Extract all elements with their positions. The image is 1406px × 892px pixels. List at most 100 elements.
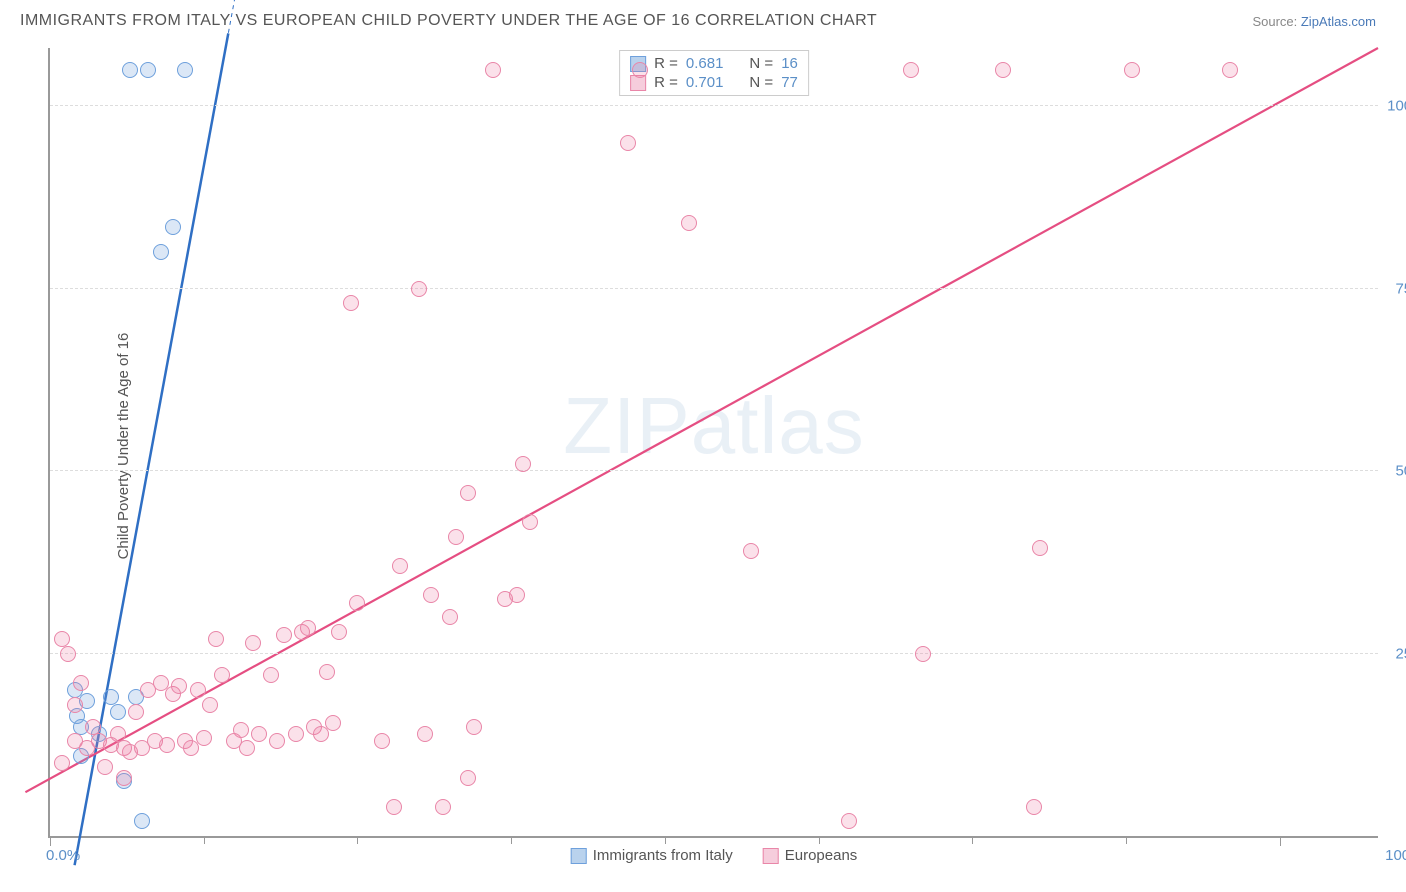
r-label: R = bbox=[654, 55, 678, 72]
data-point bbox=[903, 62, 919, 78]
source-prefix: Source: bbox=[1252, 14, 1300, 29]
data-point bbox=[140, 62, 156, 78]
x-tick bbox=[665, 836, 666, 844]
data-point bbox=[509, 587, 525, 603]
data-point bbox=[343, 295, 359, 311]
legend-item-italy: Immigrants from Italy bbox=[571, 847, 733, 864]
data-point bbox=[122, 62, 138, 78]
data-point bbox=[620, 135, 636, 151]
data-point bbox=[522, 514, 538, 530]
scatter-plot-area: ZIPatlas R = 0.681 N = 16 R = 0.701 N = … bbox=[48, 48, 1378, 838]
data-point bbox=[128, 704, 144, 720]
data-point bbox=[245, 635, 261, 651]
legend-row-italy: R = 0.681 N = 16 bbox=[630, 55, 798, 72]
data-point bbox=[331, 624, 347, 640]
data-point bbox=[460, 770, 476, 786]
series-legend: Immigrants from Italy Europeans bbox=[571, 847, 858, 864]
x-tick bbox=[1280, 836, 1281, 846]
data-point bbox=[392, 558, 408, 574]
data-point bbox=[177, 62, 193, 78]
data-point bbox=[153, 244, 169, 260]
data-point bbox=[995, 62, 1011, 78]
swatch-icon bbox=[571, 848, 587, 864]
gridline bbox=[50, 653, 1378, 654]
series-label: Immigrants from Italy bbox=[593, 847, 733, 864]
data-point bbox=[103, 689, 119, 705]
data-point bbox=[386, 799, 402, 815]
data-point bbox=[134, 813, 150, 829]
data-point bbox=[485, 62, 501, 78]
data-point bbox=[208, 631, 224, 647]
data-point bbox=[915, 646, 931, 662]
series-label: Europeans bbox=[785, 847, 858, 864]
data-point bbox=[73, 675, 89, 691]
data-point bbox=[110, 704, 126, 720]
data-point bbox=[202, 697, 218, 713]
n-value: 77 bbox=[781, 74, 798, 91]
data-point bbox=[214, 667, 230, 683]
data-point bbox=[1032, 540, 1048, 556]
data-point bbox=[466, 719, 482, 735]
data-point bbox=[411, 281, 427, 297]
y-tick-label: 25.0% bbox=[1383, 645, 1406, 662]
gridline bbox=[50, 470, 1378, 471]
watermark: ZIPatlas bbox=[563, 380, 864, 472]
data-point bbox=[325, 715, 341, 731]
data-point bbox=[67, 697, 83, 713]
data-point bbox=[1222, 62, 1238, 78]
data-point bbox=[190, 682, 206, 698]
y-tick-label: 100.0% bbox=[1383, 98, 1406, 115]
y-tick-label: 75.0% bbox=[1383, 280, 1406, 297]
data-point bbox=[442, 609, 458, 625]
r-value: 0.681 bbox=[686, 55, 724, 72]
x-tick-label: 100.0% bbox=[1385, 847, 1406, 864]
data-point bbox=[97, 759, 113, 775]
data-point bbox=[1124, 62, 1140, 78]
data-point bbox=[448, 529, 464, 545]
data-point bbox=[159, 737, 175, 753]
y-tick-label: 50.0% bbox=[1383, 463, 1406, 480]
data-point bbox=[319, 664, 335, 680]
data-point bbox=[54, 631, 70, 647]
gridline bbox=[50, 105, 1378, 106]
data-point bbox=[85, 719, 101, 735]
data-point bbox=[54, 755, 70, 771]
regression-lines bbox=[50, 48, 1378, 836]
data-point bbox=[423, 587, 439, 603]
data-point bbox=[349, 595, 365, 611]
data-point bbox=[460, 485, 476, 501]
data-point bbox=[171, 678, 187, 694]
data-point bbox=[263, 667, 279, 683]
data-point bbox=[233, 722, 249, 738]
data-point bbox=[269, 733, 285, 749]
data-point bbox=[288, 726, 304, 742]
data-point bbox=[515, 456, 531, 472]
x-tick bbox=[204, 836, 205, 844]
data-point bbox=[632, 62, 648, 78]
data-point bbox=[196, 730, 212, 746]
data-point bbox=[417, 726, 433, 742]
r-label: R = bbox=[654, 74, 678, 91]
legend-item-europeans: Europeans bbox=[763, 847, 858, 864]
data-point bbox=[435, 799, 451, 815]
data-point bbox=[681, 215, 697, 231]
n-label: N = bbox=[749, 55, 773, 72]
x-tick bbox=[819, 836, 820, 844]
data-point bbox=[743, 543, 759, 559]
legend-row-europeans: R = 0.701 N = 77 bbox=[630, 74, 798, 91]
r-value: 0.701 bbox=[686, 74, 724, 91]
x-tick bbox=[357, 836, 358, 844]
data-point bbox=[110, 726, 126, 742]
data-point bbox=[60, 646, 76, 662]
data-point bbox=[1026, 799, 1042, 815]
data-point bbox=[116, 770, 132, 786]
n-label: N = bbox=[749, 74, 773, 91]
x-tick bbox=[972, 836, 973, 844]
x-tick bbox=[1126, 836, 1127, 844]
x-tick-label: 0.0% bbox=[46, 847, 80, 864]
data-point bbox=[374, 733, 390, 749]
data-point bbox=[251, 726, 267, 742]
source-link[interactable]: ZipAtlas.com bbox=[1301, 14, 1376, 29]
data-point bbox=[841, 813, 857, 829]
data-point bbox=[276, 627, 292, 643]
